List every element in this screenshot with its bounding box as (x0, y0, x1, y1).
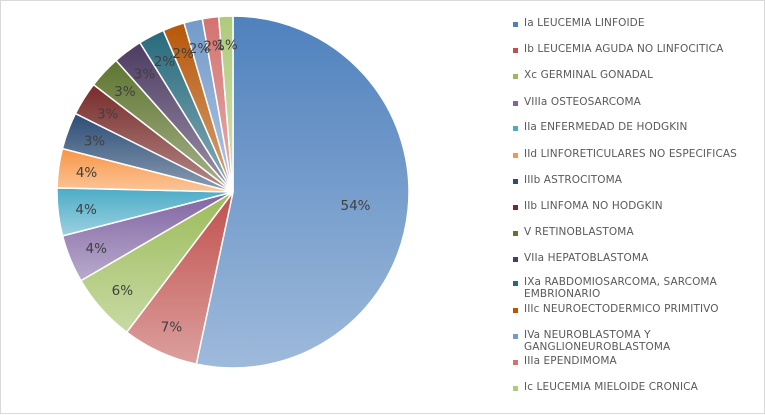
pie-data-label: 1% (216, 37, 238, 53)
legend-item: IIIc NEUROECTODERMICO PRIMITIVO (513, 303, 758, 315)
pie-data-label: 4% (75, 202, 97, 218)
pie-data-label: 54% (341, 198, 371, 214)
legend-item: Ic LEUCEMIA MIELOIDE CRONICA (513, 381, 758, 393)
legend-label: IId LINFORETICULARES NO ESPECIFICAS (524, 148, 737, 160)
legend-label: IIa ENFERMEDAD DE HODGKIN (524, 121, 688, 133)
legend-swatch (513, 231, 518, 236)
legend-swatch (513, 281, 518, 286)
legend-item: Xc GERMINAL GONADAL (513, 69, 758, 81)
pie-data-label: 2% (189, 41, 211, 57)
legend-item: IXa RABDOMIOSARCOMA, SARCOMA EMBRIONARIO (513, 276, 758, 300)
pie-data-label: 2% (203, 38, 225, 54)
legend-swatch (513, 101, 518, 106)
pie-data-label: 3% (134, 67, 156, 83)
legend-swatch (513, 153, 518, 158)
legend-label: VIIa HEPATOBLASTOMA (524, 252, 649, 264)
pie-data-label: 4% (86, 241, 108, 257)
pie-data-labels: 54%7%6%4%4%4%3%3%3%3%2%2%2%2%1% (75, 37, 370, 335)
legend-swatch (513, 308, 518, 313)
pie-slice (217, 15, 234, 193)
pie-data-label: 6% (112, 283, 134, 299)
legend-swatch (513, 179, 518, 184)
pie-data-label: 2% (172, 46, 194, 62)
legend-item: IIIa EPENDIMOMA (513, 355, 758, 367)
legend-swatch (513, 360, 518, 365)
pie-data-label: 2% (154, 54, 176, 70)
legend-label: IIIa EPENDIMOMA (524, 355, 617, 367)
legend-label: VIIIa OSTEOSARCOMA (524, 96, 641, 108)
legend-item: V RETINOBLASTOMA (513, 226, 758, 238)
legend-label: IIb LINFOMA NO HODGKIN (524, 200, 663, 212)
legend-item: VIIIa OSTEOSARCOMA (513, 96, 758, 108)
legend-swatch (513, 126, 518, 131)
legend-item: IIa ENFERMEDAD DE HODGKIN (513, 121, 758, 133)
pie-data-label: 3% (97, 107, 119, 123)
legend-label: Ia LEUCEMIA LINFOIDE (524, 17, 645, 29)
legend-item: IIb LINFOMA NO HODGKIN (513, 200, 758, 212)
legend-item: Ib LEUCEMIA AGUDA NO LINFOCITICA (513, 43, 758, 55)
legend-item: IIIb ASTROCITOMA (513, 174, 758, 186)
legend-swatch (513, 74, 518, 79)
pie-data-label: 4% (76, 165, 98, 181)
pie-slices (56, 15, 410, 369)
legend-label: Ib LEUCEMIA AGUDA NO LINFOCITICA (524, 43, 724, 55)
legend-swatch (513, 48, 518, 53)
legend-label: Xc GERMINAL GONADAL (524, 69, 654, 81)
legend-swatch (513, 334, 518, 339)
pie-data-label: 3% (114, 84, 136, 100)
legend-item: Ia LEUCEMIA LINFOIDE (513, 17, 758, 29)
legend-label: IVa NEUROBLASTOMA Y GANGLIONEUROBLASTOMA (524, 329, 671, 353)
legend-swatch (513, 205, 518, 210)
legend-label: V RETINOBLASTOMA (524, 226, 634, 238)
legend-swatch (513, 257, 518, 262)
legend-swatch (513, 22, 518, 27)
legend-label: Ic LEUCEMIA MIELOIDE CRONICA (524, 381, 698, 393)
legend-item: VIIa HEPATOBLASTOMA (513, 252, 758, 264)
pie-data-label: 3% (84, 134, 106, 150)
legend-swatch (513, 386, 518, 391)
pie-data-label: 7% (161, 319, 183, 335)
legend-label: IXa RABDOMIOSARCOMA, SARCOMA EMBRIONARIO (524, 276, 717, 300)
legend-item: IId LINFORETICULARES NO ESPECIFICAS (513, 148, 758, 160)
pie-slice (195, 15, 410, 369)
legend-label: IIIc NEUROECTODERMICO PRIMITIVO (524, 303, 719, 315)
legend-item: IVa NEUROBLASTOMA Y GANGLIONEUROBLASTOMA (513, 329, 758, 353)
legend-label: IIIb ASTROCITOMA (524, 174, 623, 186)
